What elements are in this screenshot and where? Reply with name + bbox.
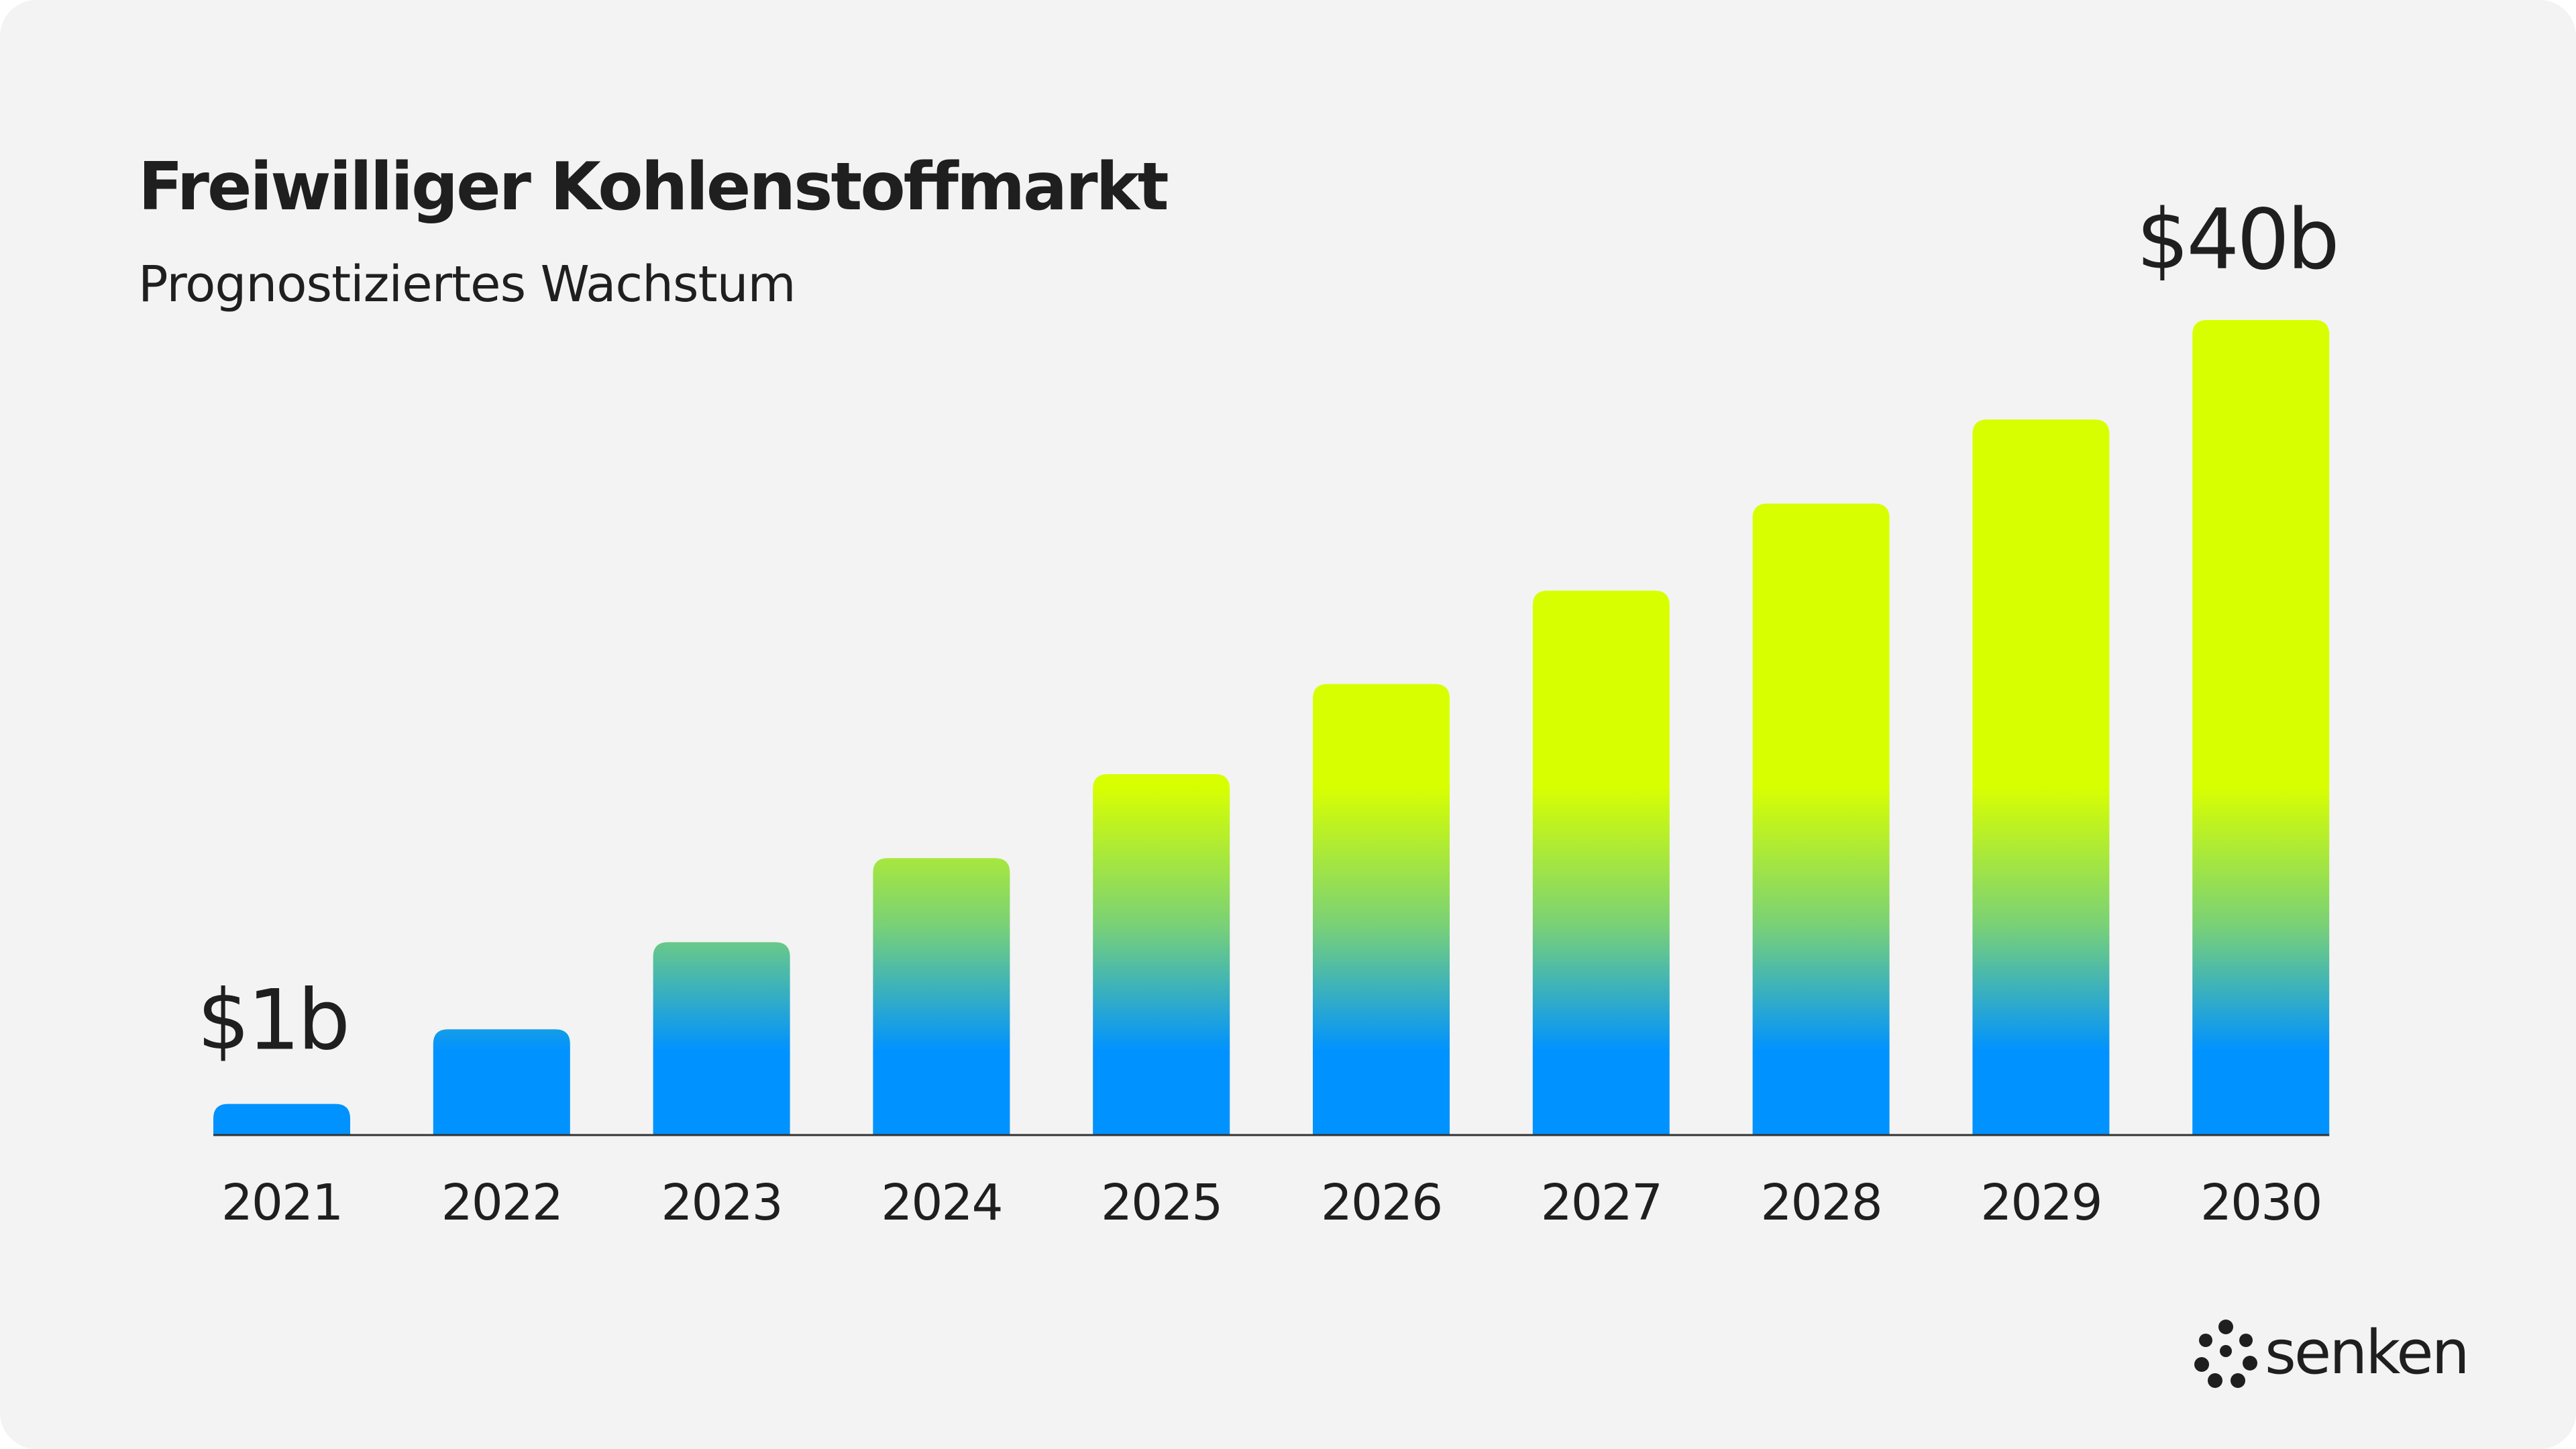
chart-title: Freiwilliger Kohlenstoffmarkt (138, 149, 1169, 225)
bar-2021 (213, 1104, 350, 1135)
bar-2023 (653, 942, 790, 1135)
bar-2022 (433, 1029, 570, 1135)
brand-logo: senken (2192, 1316, 2481, 1390)
brand-name: senken (2265, 1318, 2470, 1388)
x-tick-label-2026: 2026 (1321, 1174, 1442, 1232)
x-tick-label-2025: 2025 (1101, 1174, 1222, 1232)
x-tick-label-2021: 2021 (221, 1174, 342, 1232)
x-tick-label-2029: 2029 (1980, 1174, 2101, 1232)
bar-2027 (1532, 590, 1670, 1135)
x-tick-label-2022: 2022 (441, 1174, 562, 1232)
value-label-2030: $40b (2137, 192, 2337, 288)
bar-2026 (1313, 684, 1450, 1135)
x-tick-label-2024: 2024 (881, 1174, 1002, 1232)
bar-2029 (1972, 419, 2110, 1135)
chart-subtitle: Prognostiziertes Wachstum (138, 256, 796, 313)
x-tick-label-2028: 2028 (1760, 1174, 1881, 1232)
x-tick-label-2027: 2027 (1541, 1174, 1662, 1232)
flower-dots-icon (2194, 1320, 2257, 1388)
bar-2024 (873, 858, 1010, 1135)
bar-2025 (1093, 774, 1230, 1135)
value-label-2021: $1b (197, 973, 348, 1069)
x-tick-label-2023: 2023 (661, 1174, 782, 1232)
bar-2030 (2192, 320, 2330, 1135)
bar-2028 (1752, 503, 1890, 1135)
x-tick-label-2030: 2030 (2200, 1174, 2321, 1232)
